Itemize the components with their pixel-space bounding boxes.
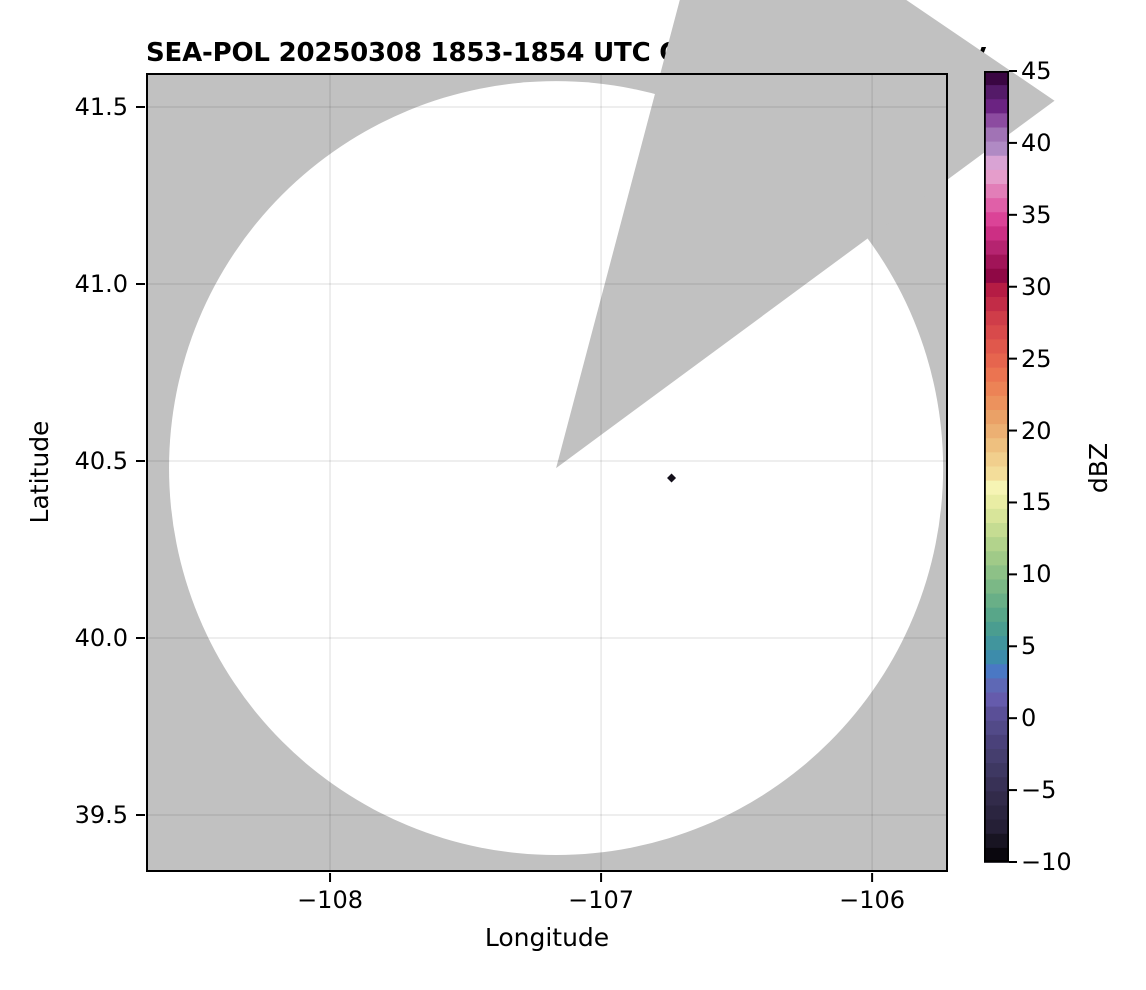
colorbar-band [984, 523, 1009, 538]
colorbar-band [984, 650, 1009, 666]
colorbar-tick-label: −5 [1021, 776, 1057, 805]
colorbar-band [984, 325, 1009, 341]
colorbar-band [984, 678, 1009, 694]
colorbar-band [984, 395, 1009, 411]
colorbar-band [984, 184, 1009, 199]
colorbar-band [984, 847, 1009, 863]
colorbar-band [984, 240, 1009, 256]
colorbar-tick-label: 35 [1021, 200, 1052, 229]
colorbar-label: dBZ [1084, 442, 1113, 494]
colorbar-band [984, 410, 1009, 425]
colorbar-band [984, 113, 1009, 129]
colorbar-band [984, 169, 1009, 185]
colorbar-band [984, 720, 1009, 736]
colorbar-band [984, 226, 1009, 242]
colorbar-band [984, 833, 1009, 849]
colorbar-band [984, 551, 1009, 567]
echo-point [667, 473, 677, 483]
colorbar-tick-label: 45 [1021, 57, 1052, 85]
y-tick-label: 41.5 [74, 92, 128, 121]
colorbar-band [984, 452, 1009, 468]
colorbar-band [984, 636, 1009, 651]
colorbar-band [984, 805, 1009, 821]
colorbar-border [983, 70, 1010, 863]
plot-border [146, 73, 948, 872]
colorbar-band [984, 71, 1009, 86]
y-tick-label: 41.0 [74, 269, 128, 298]
colorbar-band [984, 466, 1009, 482]
colorbar-band [984, 381, 1009, 397]
colorbar-band [984, 339, 1009, 355]
x-tick-label: −107 [568, 886, 635, 914]
colorbar-tick-label: 5 [1021, 632, 1037, 661]
colorbar-tick-label: 25 [1021, 344, 1052, 373]
colorbar-band [984, 367, 1009, 383]
colorbar-band [984, 85, 1009, 101]
colorbar-band [984, 664, 1009, 680]
colorbar-band [984, 438, 1009, 454]
colorbar-band [984, 508, 1009, 524]
colorbar-band [984, 537, 1009, 553]
colorbar-band [984, 734, 1009, 750]
colorbar [983, 70, 1017, 863]
colorbar-tick-label: −10 [1021, 848, 1072, 876]
colorbar-band [984, 282, 1009, 298]
colorbar-band [984, 565, 1009, 581]
colorbar-band [984, 819, 1009, 835]
colorbar-band [984, 353, 1009, 369]
colorbar-band [984, 777, 1009, 793]
colorbar-band [984, 480, 1009, 496]
colorbar-band [984, 311, 1009, 327]
plot-area [136, 0, 1055, 882]
y-tick-label: 40.0 [74, 623, 128, 652]
colorbar-band [984, 763, 1009, 779]
colorbar-band [984, 593, 1009, 609]
colorbar-band [984, 254, 1009, 270]
colorbar-band [984, 212, 1009, 228]
colorbar-tick-label: 0 [1021, 704, 1037, 733]
colorbar-tick-label: 15 [1021, 488, 1052, 517]
colorbar-band [984, 268, 1009, 284]
blocked-sector-wedge [556, 0, 1055, 469]
colorbar-band [984, 706, 1009, 722]
colorbar-tick-label: 30 [1021, 272, 1052, 301]
colorbar-band [984, 127, 1009, 143]
colorbar-band [984, 621, 1009, 637]
colorbar-band [984, 749, 1009, 764]
colorbar-band [984, 791, 1009, 807]
colorbar-band [984, 141, 1009, 157]
colorbar-band [984, 579, 1009, 595]
y-tick-label: 40.5 [74, 446, 128, 475]
colorbar-band [984, 692, 1009, 708]
colorbar-tick-label: 40 [1021, 128, 1052, 157]
colorbar-band [984, 607, 1009, 623]
colorbar-band [984, 424, 1009, 440]
colorbar-band [984, 198, 1009, 214]
x-tick-label: −108 [297, 886, 363, 914]
colorbar-band [984, 297, 1009, 312]
x-tick-label: −106 [839, 886, 906, 914]
colorbar-band [984, 99, 1009, 115]
colorbar-band [984, 494, 1009, 510]
colorbar-tick-label: 10 [1021, 560, 1052, 589]
colorbar-band [984, 155, 1009, 171]
y-tick-label: 39.5 [74, 801, 128, 829]
colorbar-tick-label: 20 [1021, 416, 1052, 445]
x-axis-label: Longitude [484, 923, 610, 952]
